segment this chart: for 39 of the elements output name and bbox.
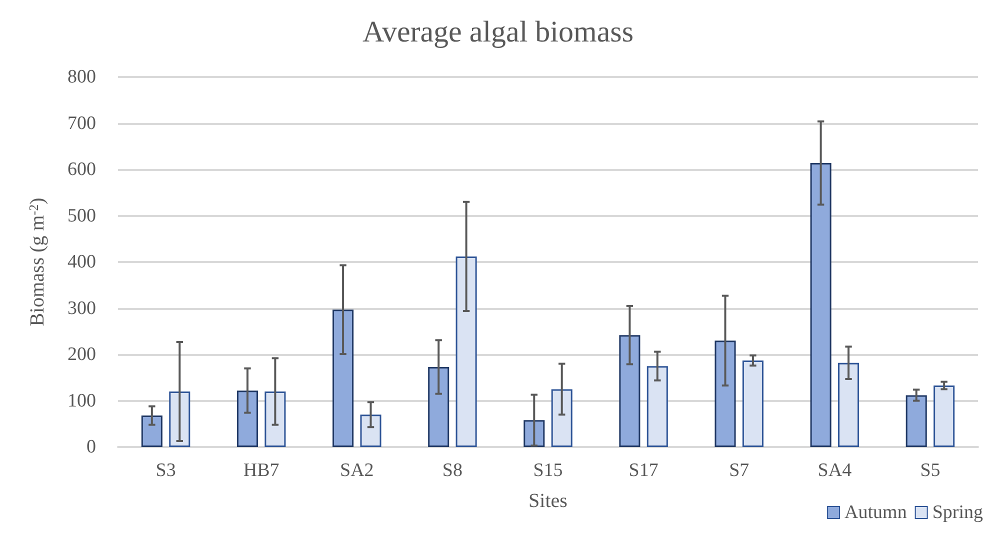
bar (810, 163, 832, 447)
bar (714, 340, 736, 447)
x-tick-label: S8 (442, 460, 462, 481)
bar (456, 256, 477, 447)
bar (332, 310, 354, 447)
bar (551, 389, 572, 447)
bar (428, 366, 450, 447)
x-tick-label: S17 (628, 460, 658, 481)
x-tick-label: S3 (156, 460, 176, 481)
bar (360, 414, 382, 447)
x-tick-label: HB7 (243, 460, 280, 481)
y-tick-label: 200 (68, 344, 96, 365)
bar (646, 366, 668, 447)
x-tick-label: SA4 (818, 460, 852, 481)
legend-label: Spring (932, 502, 984, 523)
chart-title: Average algal biomass (362, 16, 634, 48)
bar (141, 416, 162, 447)
y-tick-label: 100 (68, 390, 96, 412)
x-tick-label: SA2 (340, 460, 374, 481)
y-tick-label: 400 (68, 252, 96, 272)
y-axis-title: Biomass (g m-2) (26, 198, 48, 326)
legend-label: Autumn (844, 502, 908, 523)
bar (934, 385, 955, 447)
x-tick-label: S15 (533, 460, 563, 481)
bar (742, 360, 764, 447)
bar (264, 392, 286, 447)
y-tick-label: 300 (68, 298, 96, 319)
bar (236, 390, 258, 447)
x-tick-label: S5 (920, 460, 940, 481)
y-tick-label: 0 (86, 436, 96, 458)
bar (838, 362, 860, 447)
x-axis-title: Sites (528, 490, 568, 512)
y-tick-label: 600 (68, 159, 96, 180)
y-tick-label: 800 (68, 66, 96, 88)
x-tick-label: S7 (729, 460, 750, 481)
bar (619, 335, 640, 447)
y-tick-label: 500 (68, 205, 96, 226)
bar (906, 395, 927, 447)
y-tick-label: 700 (68, 112, 96, 134)
